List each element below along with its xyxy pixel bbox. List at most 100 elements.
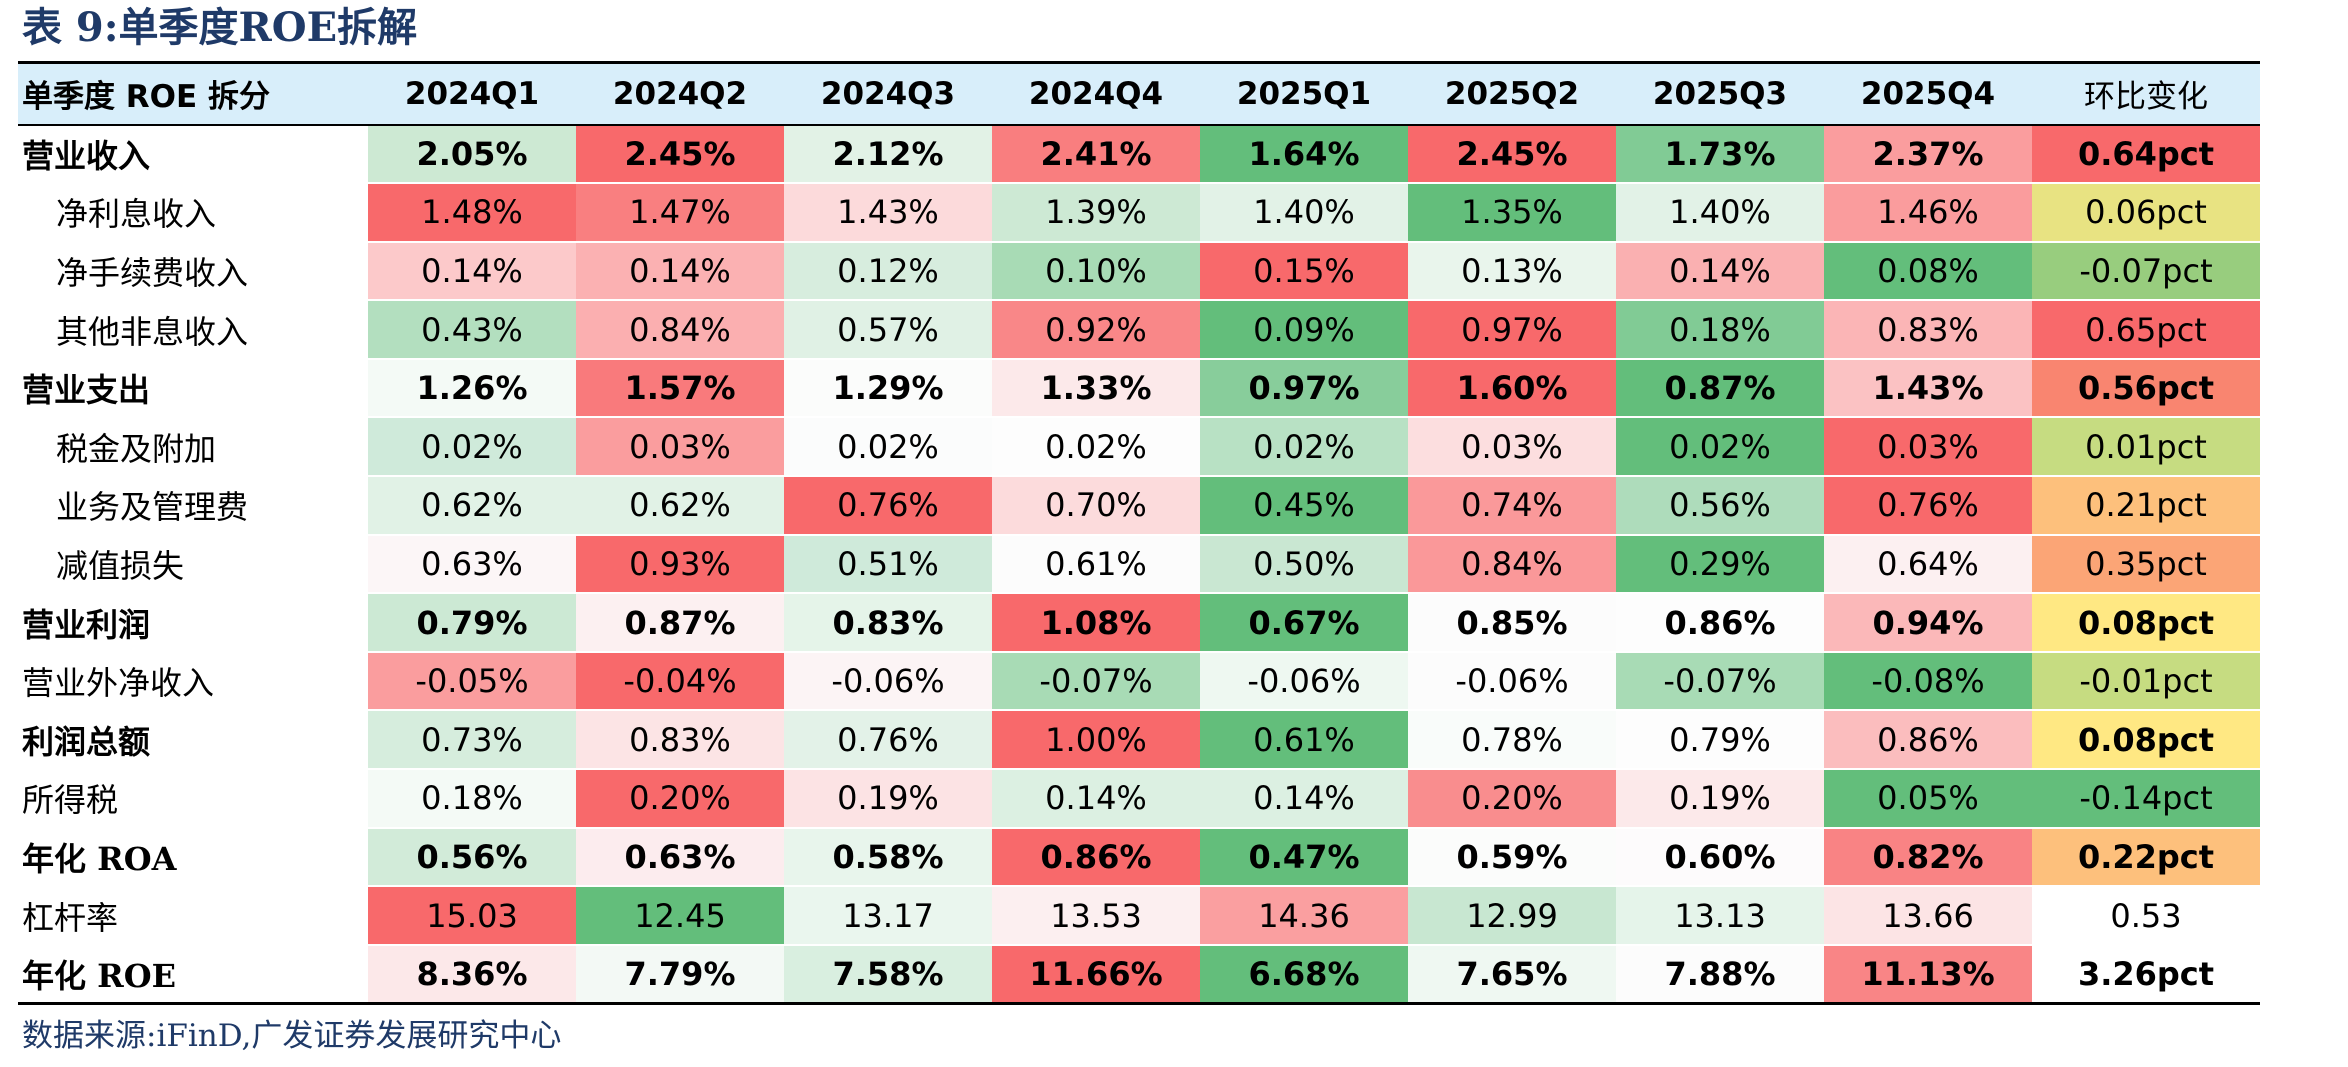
value-cell: 0.20%: [1408, 769, 1616, 829]
value-cell: 1.39%: [992, 183, 1200, 243]
value-cell: 0.08%: [1824, 241, 2032, 302]
value-cell: 1.46%: [1824, 183, 2032, 243]
value-cell: 0.63%: [368, 534, 576, 595]
value-cell: 7.88%: [1616, 944, 1824, 1005]
row-label: 营业收入: [18, 124, 368, 185]
value-cell: 0.02%: [784, 417, 992, 478]
table-row: 减值损失 0.63% 0.93% 0.51% 0.61% 0.50% 0.84% 0.29% 0…: [18, 534, 2260, 595]
row-label: 税金及附加: [18, 417, 368, 478]
header-quarter: 2024Q3: [784, 61, 992, 126]
value-cell: 0.79%: [368, 593, 576, 653]
value-cell: 0.59%: [1408, 827, 1616, 888]
value-cell: 0.93%: [576, 534, 784, 595]
value-cell: 1.57%: [576, 358, 784, 419]
value-cell: 0.51%: [784, 534, 992, 595]
value-cell: 0.61%: [1200, 710, 1408, 771]
table-row: 其他非息收入 0.43% 0.84% 0.57% 0.92% 0.09% 0.97% 0.18…: [18, 300, 2260, 360]
value-cell: 8.36%: [368, 944, 576, 1005]
value-cell: 11.66%: [992, 944, 1200, 1005]
value-cell: 0.86%: [1824, 710, 2032, 771]
value-cell: 1.29%: [784, 358, 992, 419]
value-cell: -0.06%: [1200, 651, 1408, 712]
value-cell: 0.02%: [992, 417, 1200, 478]
header-label: 单季度 ROE 拆分: [18, 61, 368, 126]
value-cell: 0.97%: [1200, 358, 1408, 419]
change-cell: 0.22pct: [2032, 827, 2260, 888]
value-cell: 0.18%: [1616, 300, 1824, 360]
value-cell: 0.86%: [1616, 593, 1824, 653]
table-row: 年化 ROE 8.36% 7.79% 7.58% 11.66% 6.68% 7.65% 7.8…: [18, 944, 2260, 1005]
value-cell: 0.14%: [1616, 241, 1824, 302]
change-cell: 0.21pct: [2032, 476, 2260, 536]
header-quarter: 2025Q3: [1616, 61, 1824, 126]
value-cell: 2.05%: [368, 124, 576, 185]
row-label: 年化 ROA: [18, 827, 368, 888]
value-cell: 0.78%: [1408, 710, 1616, 771]
value-cell: 7.79%: [576, 944, 784, 1005]
value-cell: 13.66: [1824, 886, 2032, 946]
value-cell: 1.26%: [368, 358, 576, 419]
value-cell: 0.12%: [784, 241, 992, 302]
table-row: 营业收入 2.05% 2.45% 2.12% 2.41% 1.64% 2.45% 1.73% 2…: [18, 124, 2260, 185]
value-cell: 0.58%: [784, 827, 992, 888]
value-cell: 6.68%: [1200, 944, 1408, 1005]
change-cell: 0.53: [2032, 886, 2260, 946]
value-cell: 0.60%: [1616, 827, 1824, 888]
value-cell: 1.48%: [368, 183, 576, 243]
value-cell: -0.08%: [1824, 651, 2032, 712]
value-cell: 0.14%: [576, 241, 784, 302]
value-cell: 0.02%: [368, 417, 576, 478]
table-body: 营业收入 2.05% 2.45% 2.12% 2.41% 1.64% 2.45% 1.73% 2…: [18, 124, 2260, 1005]
value-cell: -0.06%: [1408, 651, 1616, 712]
table-row: 营业利润 0.79% 0.87% 0.83% 1.08% 0.67% 0.85% 0.86% 0…: [18, 593, 2260, 653]
value-cell: 0.74%: [1408, 476, 1616, 536]
value-cell: 0.56%: [1616, 476, 1824, 536]
row-label: 净手续费收入: [18, 241, 368, 302]
row-label: 减值损失: [18, 534, 368, 595]
value-cell: 0.86%: [992, 827, 1200, 888]
header-change: 环比变化: [2032, 61, 2260, 126]
change-cell: -0.14pct: [2032, 769, 2260, 829]
value-cell: 0.97%: [1408, 300, 1616, 360]
table-row: 营业外净收入 -0.05% -0.04% -0.06% -0.07% -0.06% -0.0…: [18, 651, 2260, 712]
change-cell: 0.08pct: [2032, 593, 2260, 653]
value-cell: -0.06%: [784, 651, 992, 712]
value-cell: 11.13%: [1824, 944, 2032, 1005]
value-cell: 0.83%: [576, 710, 784, 771]
change-cell: 0.01pct: [2032, 417, 2260, 478]
value-cell: 0.19%: [1616, 769, 1824, 829]
value-cell: 0.84%: [576, 300, 784, 360]
value-cell: 12.45: [576, 886, 784, 946]
value-cell: 0.43%: [368, 300, 576, 360]
value-cell: 0.84%: [1408, 534, 1616, 595]
value-cell: 13.17: [784, 886, 992, 946]
table-row: 净手续费收入 0.14% 0.14% 0.12% 0.10% 0.15% 0.13% 0.14…: [18, 241, 2260, 302]
value-cell: 0.62%: [576, 476, 784, 536]
row-label: 营业外净收入: [18, 651, 368, 712]
change-cell: 0.56pct: [2032, 358, 2260, 419]
value-cell: 0.14%: [992, 769, 1200, 829]
change-cell: 3.26pct: [2032, 944, 2260, 1005]
value-cell: 1.08%: [992, 593, 1200, 653]
value-cell: 0.03%: [1824, 417, 2032, 478]
table-row: 业务及管理费 0.62% 0.62% 0.76% 0.70% 0.45% 0.74% 0.56…: [18, 476, 2260, 536]
value-cell: 0.18%: [368, 769, 576, 829]
value-cell: 0.63%: [576, 827, 784, 888]
value-cell: 7.65%: [1408, 944, 1616, 1005]
table-row: 税金及附加 0.02% 0.03% 0.02% 0.02% 0.02% 0.03% 0.02%…: [18, 417, 2260, 478]
value-cell: 0.94%: [1824, 593, 2032, 653]
value-cell: 0.15%: [1200, 241, 1408, 302]
value-cell: 0.50%: [1200, 534, 1408, 595]
value-cell: 0.19%: [784, 769, 992, 829]
value-cell: 0.76%: [1824, 476, 2032, 536]
value-cell: 1.47%: [576, 183, 784, 243]
table-row: 年化 ROA 0.56% 0.63% 0.58% 0.86% 0.47% 0.59% 0.60…: [18, 827, 2260, 888]
value-cell: 1.43%: [1824, 358, 2032, 419]
row-label: 业务及管理费: [18, 476, 368, 536]
value-cell: 12.99: [1408, 886, 1616, 946]
value-cell: 0.70%: [992, 476, 1200, 536]
value-cell: 0.09%: [1200, 300, 1408, 360]
change-cell: -0.01pct: [2032, 651, 2260, 712]
value-cell: 0.03%: [576, 417, 784, 478]
change-cell: 0.08pct: [2032, 710, 2260, 771]
